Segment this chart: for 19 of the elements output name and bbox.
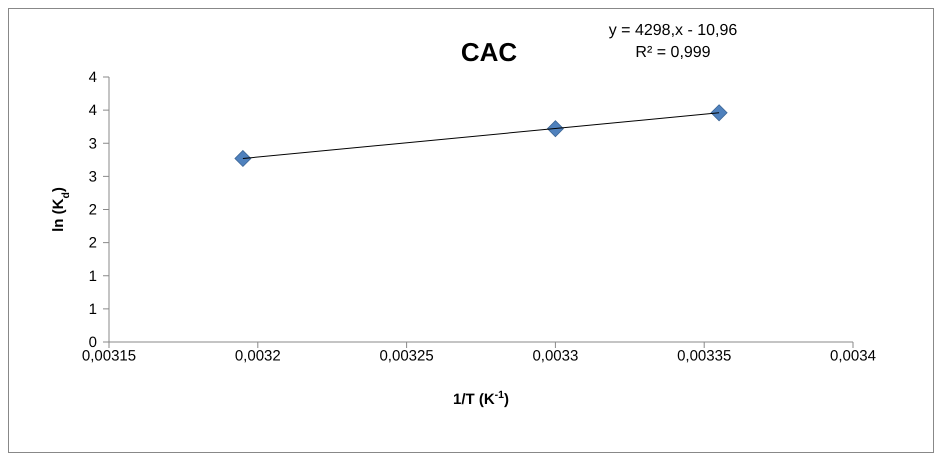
y-tick-label: 4 <box>88 102 97 120</box>
text: y = 4298,x - 10,96 <box>608 22 738 39</box>
chart-title: CAC <box>460 37 518 67</box>
y-tick-label: 3 <box>88 168 97 186</box>
y-tick-label: 1 <box>88 268 97 285</box>
x-tick-label: 0,0032 <box>234 348 281 365</box>
x-axis-title: 1/T (K$^{-1}$) <box>452 389 510 408</box>
x-tick-label: 0,0034 <box>830 348 876 365</box>
point <box>234 150 252 167</box>
point <box>710 104 728 122</box>
x-tick-label: 0,0033 <box>532 348 578 365</box>
y-tick-label: 4 <box>88 69 97 86</box>
x-tick-label: 0,00335 <box>677 348 732 365</box>
text: R² = 0,999 <box>635 44 711 61</box>
y-tick-label: 3 <box>88 135 97 152</box>
x-tick-label: 0,00325 <box>379 348 434 365</box>
y-tick-label: 2 <box>88 202 97 218</box>
y-tick-label: 1 <box>88 300 97 318</box>
y-tick-label: 2 <box>88 234 97 252</box>
